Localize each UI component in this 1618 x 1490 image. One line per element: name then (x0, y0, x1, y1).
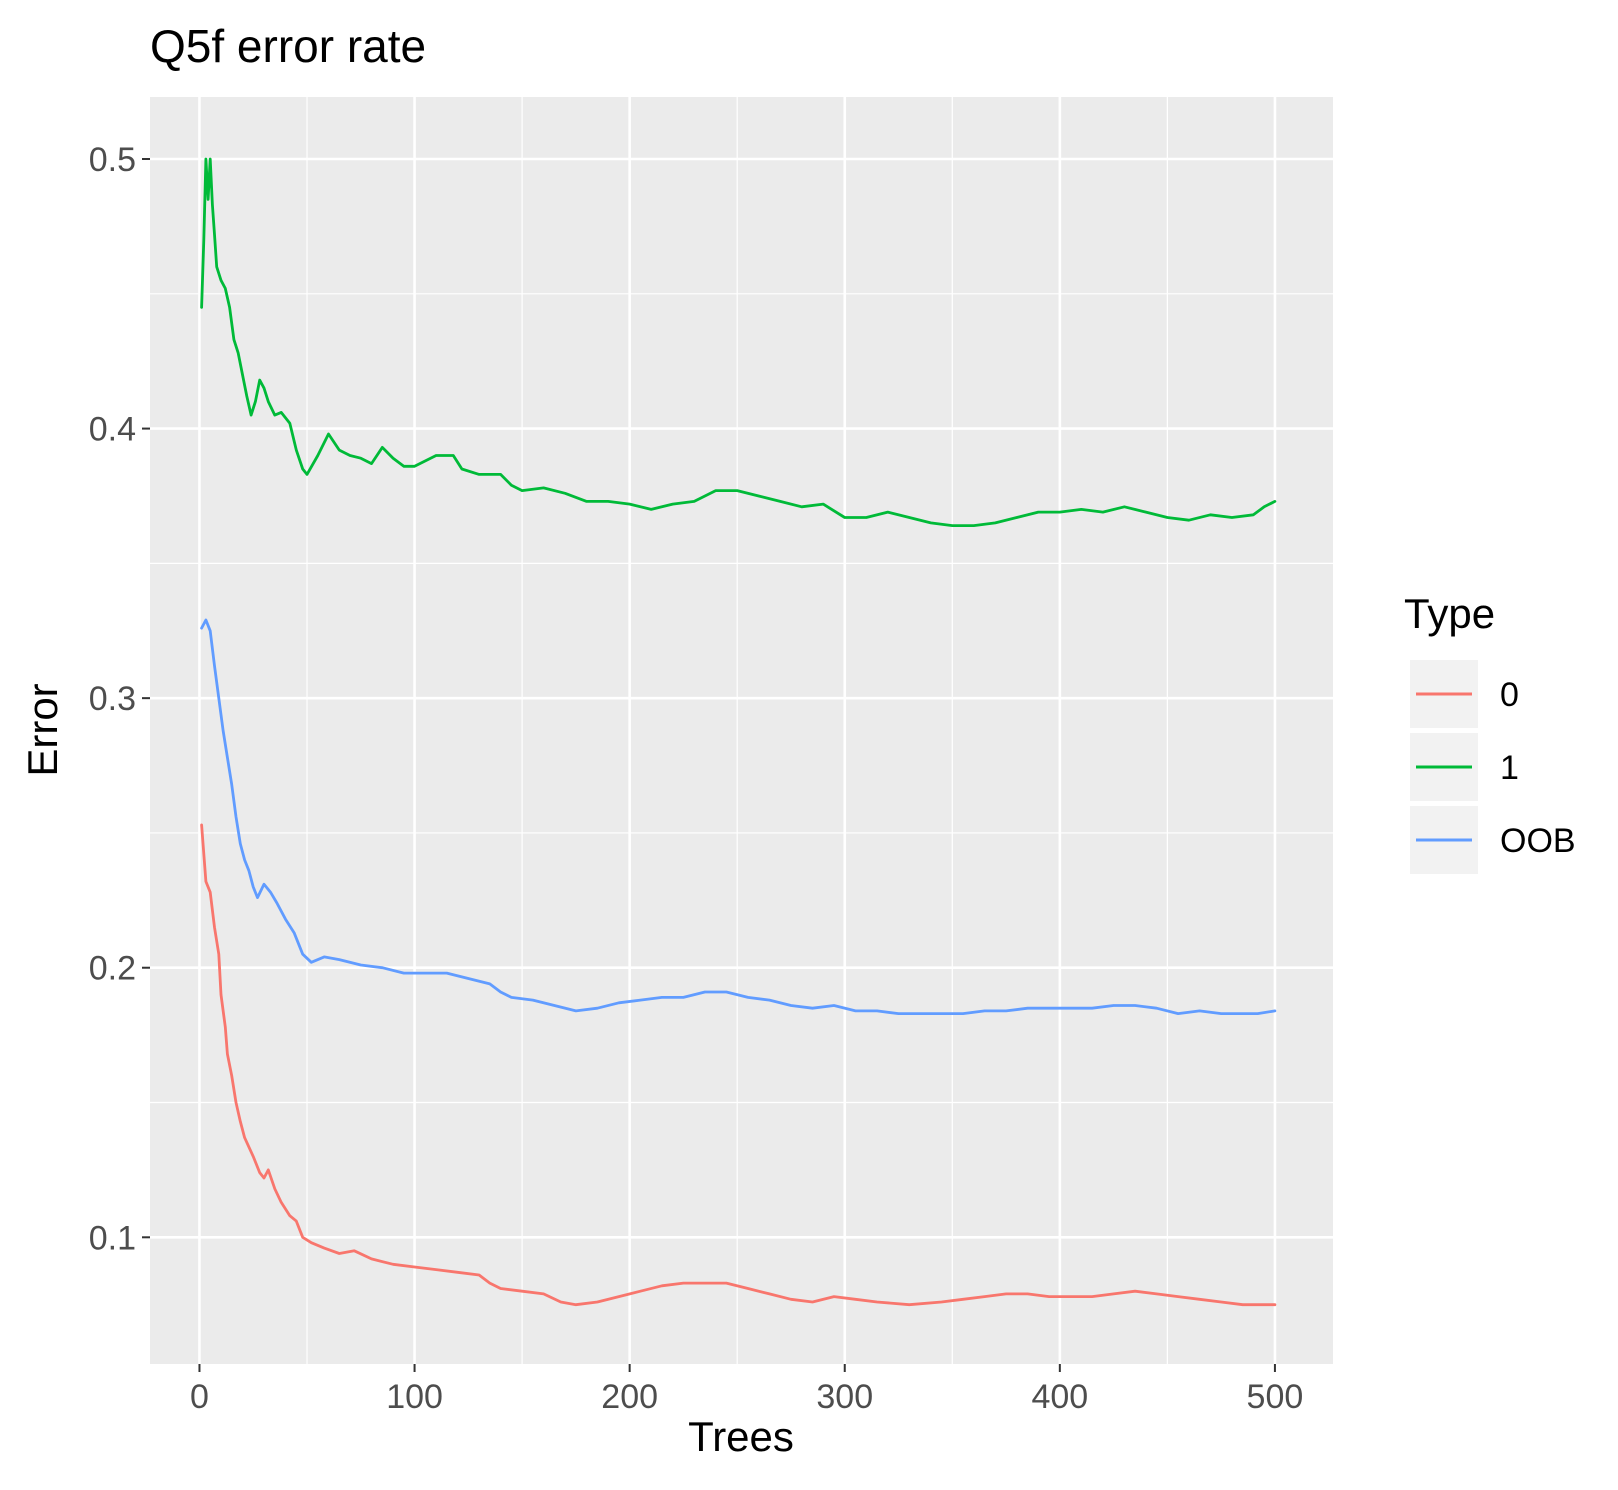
series-line-0 (200, 823, 1277, 1307)
grid-minor (150, 97, 1333, 1364)
x-tick-label: 0 (190, 1378, 209, 1416)
series-line-oob (200, 618, 1277, 1015)
x-tick-label: 200 (601, 1378, 658, 1416)
y-tick-label: 0.1 (89, 1219, 136, 1257)
axis-ticks (142, 158, 1276, 1372)
grid-major (150, 97, 1333, 1364)
x-axis-title: Trees (688, 1413, 794, 1460)
y-axis-title: Error (19, 683, 66, 776)
legend-label-oob: OOB (1500, 822, 1576, 860)
x-tick-labels: 0 100 200 300 400 500 (190, 1378, 1303, 1416)
x-tick-label: 300 (816, 1378, 873, 1416)
legend-items: 0 1 OOB (1410, 660, 1576, 874)
legend: Type 0 1 OOB (1404, 590, 1576, 874)
series-lines (200, 157, 1277, 1307)
y-tick-labels: 0.1 0.2 0.3 0.4 0.5 (89, 141, 136, 1257)
legend-label-1: 1 (1500, 749, 1519, 787)
plot-panel (150, 97, 1333, 1364)
x-tick-label: 500 (1247, 1378, 1304, 1416)
legend-title: Type (1404, 590, 1495, 637)
y-tick-label: 0.3 (89, 680, 136, 718)
chart-title: Q5f error rate (150, 20, 426, 72)
legend-label-0: 0 (1500, 676, 1519, 714)
x-tick-label: 100 (386, 1378, 443, 1416)
y-tick-label: 0.4 (89, 411, 136, 449)
y-tick-label: 0.2 (89, 950, 136, 988)
y-tick-label: 0.5 (89, 141, 136, 179)
x-tick-label: 400 (1031, 1378, 1088, 1416)
series-line-1 (200, 157, 1277, 527)
